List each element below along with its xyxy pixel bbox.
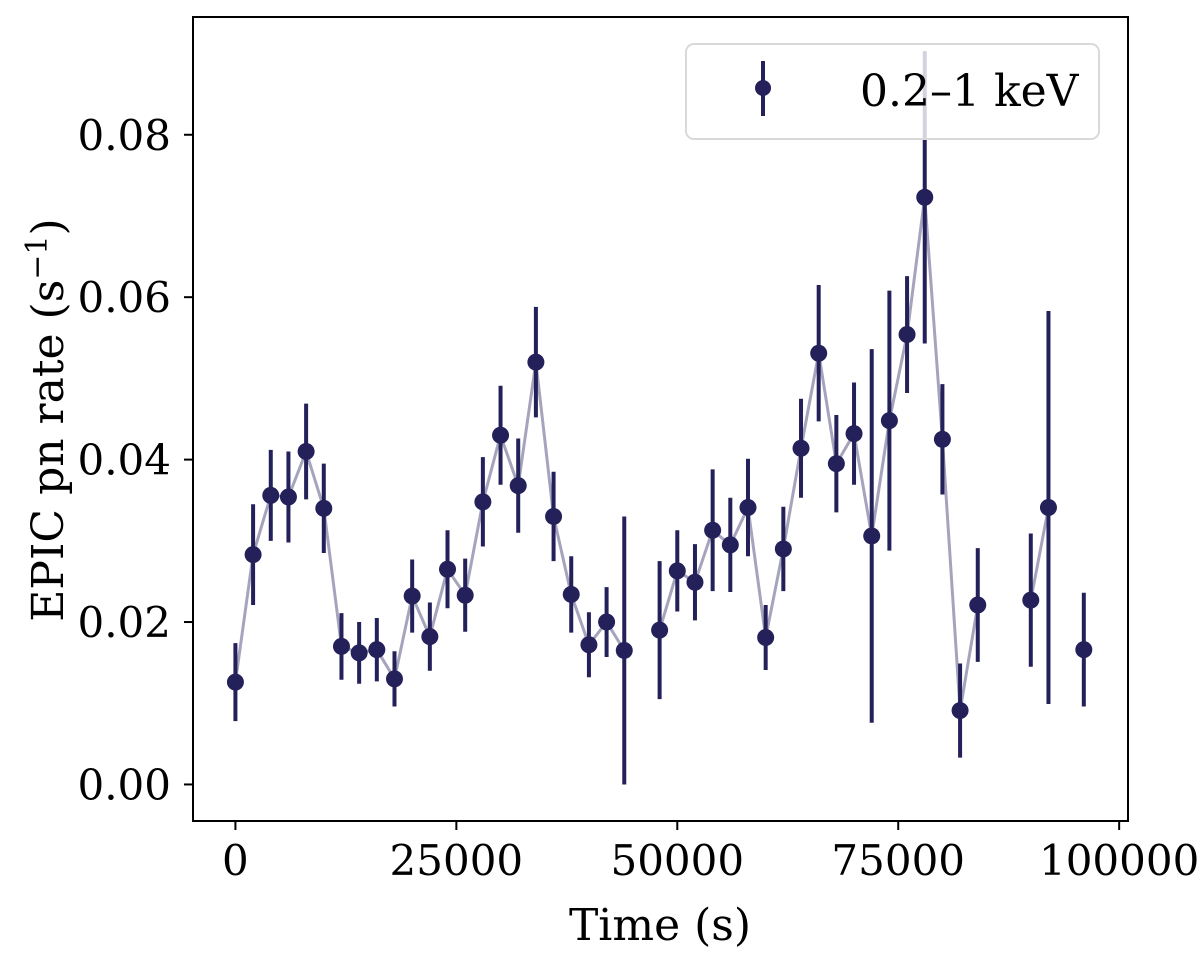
data-point xyxy=(474,493,492,511)
legend-label: 0.2–1 keV xyxy=(860,66,1080,117)
data-point xyxy=(774,540,792,558)
data-point xyxy=(439,560,457,578)
x-axis: 0 25000 50000 75000 100000 xyxy=(222,821,1199,885)
x-axis-title: Time (s) xyxy=(569,900,751,951)
data-point xyxy=(1039,499,1057,517)
data-point xyxy=(350,644,368,662)
data-point xyxy=(456,586,474,604)
data-point xyxy=(421,628,439,646)
y-tick-label: 0.00 xyxy=(77,760,171,809)
x-tick-label: 0 xyxy=(222,836,249,885)
data-point xyxy=(686,573,704,591)
data-point xyxy=(562,585,580,603)
data-point xyxy=(545,507,563,525)
data-point xyxy=(615,641,633,659)
series-line xyxy=(658,197,980,711)
data-point xyxy=(492,426,510,444)
data-point xyxy=(721,536,739,554)
data-point xyxy=(898,326,916,344)
data-point xyxy=(704,521,722,539)
plot-frame xyxy=(192,16,1129,822)
x-tick-label: 25000 xyxy=(390,836,524,885)
data-point xyxy=(1075,641,1093,659)
data-point xyxy=(368,641,386,659)
data-point xyxy=(580,636,598,654)
data-point xyxy=(810,344,828,362)
data-point xyxy=(509,477,527,495)
data-point xyxy=(916,188,934,206)
data-point xyxy=(315,499,333,517)
data-point xyxy=(739,499,757,517)
data-point xyxy=(845,425,863,443)
data-point xyxy=(880,412,898,430)
x-tick-label: 100000 xyxy=(1039,836,1199,885)
y-axis-title: EPIC pn rate (s−1) xyxy=(20,218,74,621)
data-point xyxy=(969,596,987,614)
data-point xyxy=(297,442,315,460)
legend-marker-icon xyxy=(755,80,771,96)
x-tick-label: 75000 xyxy=(831,836,965,885)
data-point xyxy=(757,628,775,646)
data-point xyxy=(827,455,845,473)
x-tick-label: 50000 xyxy=(610,836,744,885)
y-tick-label: 0.02 xyxy=(77,598,171,647)
data-point xyxy=(1022,591,1040,609)
y-tick-label: 0.08 xyxy=(77,111,171,160)
data-point xyxy=(527,353,545,371)
data-point xyxy=(951,702,969,720)
data-point xyxy=(226,673,244,691)
data-point xyxy=(332,637,350,655)
legend: 0.2–1 keV xyxy=(685,43,1100,140)
series-line xyxy=(1029,507,1050,601)
data-point xyxy=(279,488,297,506)
y-tick-label: 0.06 xyxy=(77,273,171,322)
series-layer xyxy=(226,51,1093,785)
data-point xyxy=(385,670,403,688)
data-point xyxy=(933,430,951,448)
data-point xyxy=(668,562,686,580)
legend-box xyxy=(685,43,1100,140)
data-point xyxy=(262,486,280,504)
y-axis: 0.00 0.02 0.04 0.06 0.08 xyxy=(77,111,193,809)
data-point xyxy=(651,621,669,639)
data-point xyxy=(863,527,881,545)
y-tick-label: 0.04 xyxy=(77,436,171,485)
data-point xyxy=(403,587,421,605)
data-point xyxy=(598,613,616,631)
data-point xyxy=(244,546,262,564)
data-point xyxy=(792,439,810,457)
